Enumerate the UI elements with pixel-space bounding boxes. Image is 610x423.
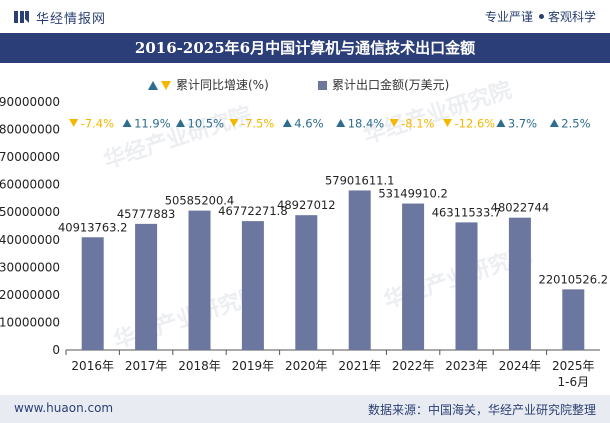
legend-item-amount: 累计出口金额(万美元): [318, 76, 449, 93]
bar: [348, 190, 371, 350]
y-tick-label: 90000000: [0, 95, 60, 109]
top-bar: 华经情报网 专业严谨 客观科学: [0, 0, 610, 33]
bar: [81, 237, 104, 350]
y-tick-label: 30000000: [0, 260, 60, 274]
y-tick-label: 70000000: [0, 150, 60, 164]
footer: www.huaon.com 数据来源：中国海关，华经产业研究院整理: [0, 395, 610, 423]
growth-down-marker: [389, 119, 399, 127]
x-tick-label: 2023年: [445, 359, 488, 373]
legend-item-growth: 累计同比增速(%): [148, 76, 269, 93]
dot-separator-icon: [538, 14, 544, 19]
legend-label-amount: 累计出口金额(万美元): [332, 78, 450, 92]
growth-value-label: 10.5%: [188, 117, 225, 131]
bar-value-label: 53149910.2: [378, 187, 448, 201]
chart-legend: 累计同比增速(%) 累计出口金额(万美元): [0, 74, 610, 94]
y-tick-label: 80000000: [0, 123, 60, 137]
growth-value-label: 2.5%: [561, 117, 590, 131]
bar-value-label: 46772271.8: [218, 204, 288, 218]
growth-value-label: -7.5%: [241, 117, 274, 131]
growth-up-marker: [176, 119, 185, 127]
bar: [455, 222, 478, 350]
bar-value-label: 22010526.2: [539, 272, 609, 286]
x-tick-label: 2021年: [338, 359, 381, 373]
growth-down-marker: [443, 119, 452, 127]
slogan-right: 客观科学: [547, 10, 596, 24]
growth-up-marker: [282, 119, 292, 127]
title-bar: 2016-2025年6月中国计算机与通信技术出口金额: [0, 33, 610, 63]
y-tick-label: 60000000: [0, 178, 60, 192]
brand-logo-icon: [14, 11, 29, 23]
x-tick-label: 2022年: [392, 359, 435, 373]
y-tick-label: 40000000: [0, 233, 60, 247]
slogan: 专业严谨 客观科学: [485, 8, 596, 25]
bar-value-label: 57901611.1: [325, 173, 395, 187]
growth-down-marker: [69, 119, 79, 127]
footer-source: 数据来源：中国海关，华经产业研究院整理: [367, 403, 596, 417]
bar: [562, 289, 585, 350]
x-tick-label: 2020年: [285, 359, 328, 373]
bar-value-label: 48022744: [491, 201, 550, 215]
y-tick-label: 0: [52, 343, 60, 357]
slogan-left: 专业严谨: [484, 10, 533, 24]
growth-up-marker: [122, 119, 132, 127]
x-tick-label: 2024年: [499, 359, 542, 373]
x-tick-label: 2025年: [552, 359, 595, 373]
legend-label-growth: 累计同比增速(%): [176, 78, 269, 92]
bar: [508, 217, 531, 350]
bar: [135, 223, 158, 350]
chart-title: 2016-2025年6月中国计算机与通信技术出口金额: [134, 39, 476, 57]
x-tick-label: 1-6月: [557, 375, 589, 389]
bar-chart: 90000000 80000000 70000000 60000000 50000000…: [0, 95, 609, 389]
growth-value-label: -12.6%: [455, 117, 496, 131]
growth-value-label: -8.1%: [401, 117, 434, 131]
bar-value-label: 45777883: [117, 207, 176, 221]
growth-value-label: 4.6%: [294, 117, 323, 131]
growth-down-marker: [229, 119, 239, 127]
triangle-down-icon: [161, 81, 171, 90]
x-tick-label: 2016年: [71, 359, 114, 373]
bar: [295, 215, 318, 350]
growth-value-label: -7.4%: [81, 117, 114, 131]
bar: [188, 210, 211, 350]
bar-value-label: 50585200.4: [165, 194, 235, 208]
x-tick-label: 2018年: [178, 359, 221, 373]
bar: [402, 203, 425, 350]
square-icon: [318, 81, 327, 90]
x-tick-label: 2017年: [125, 359, 168, 373]
y-tick-label: 50000000: [0, 205, 60, 219]
growth-value-label: 3.7%: [508, 117, 537, 131]
triangle-up-icon: [148, 81, 158, 90]
x-tick-label: 2019年: [232, 359, 275, 373]
growth-value-label: 11.9%: [134, 117, 171, 131]
growth-up-marker: [336, 119, 346, 127]
growth-value-label: 18.4%: [348, 117, 385, 131]
y-tick-label: 10000000: [0, 315, 60, 329]
bar: [241, 221, 264, 350]
growth-up-marker: [496, 119, 506, 127]
bar-value-label: 46311533.7: [432, 205, 502, 219]
bar-value-label: 48927012: [277, 198, 336, 212]
footer-website: www.huaon.com: [14, 401, 114, 415]
brand-name: 华经情报网: [36, 12, 107, 27]
bar-value-label: 40913763.2: [58, 220, 128, 234]
y-tick-label: 20000000: [0, 288, 60, 302]
growth-up-marker: [549, 119, 559, 127]
